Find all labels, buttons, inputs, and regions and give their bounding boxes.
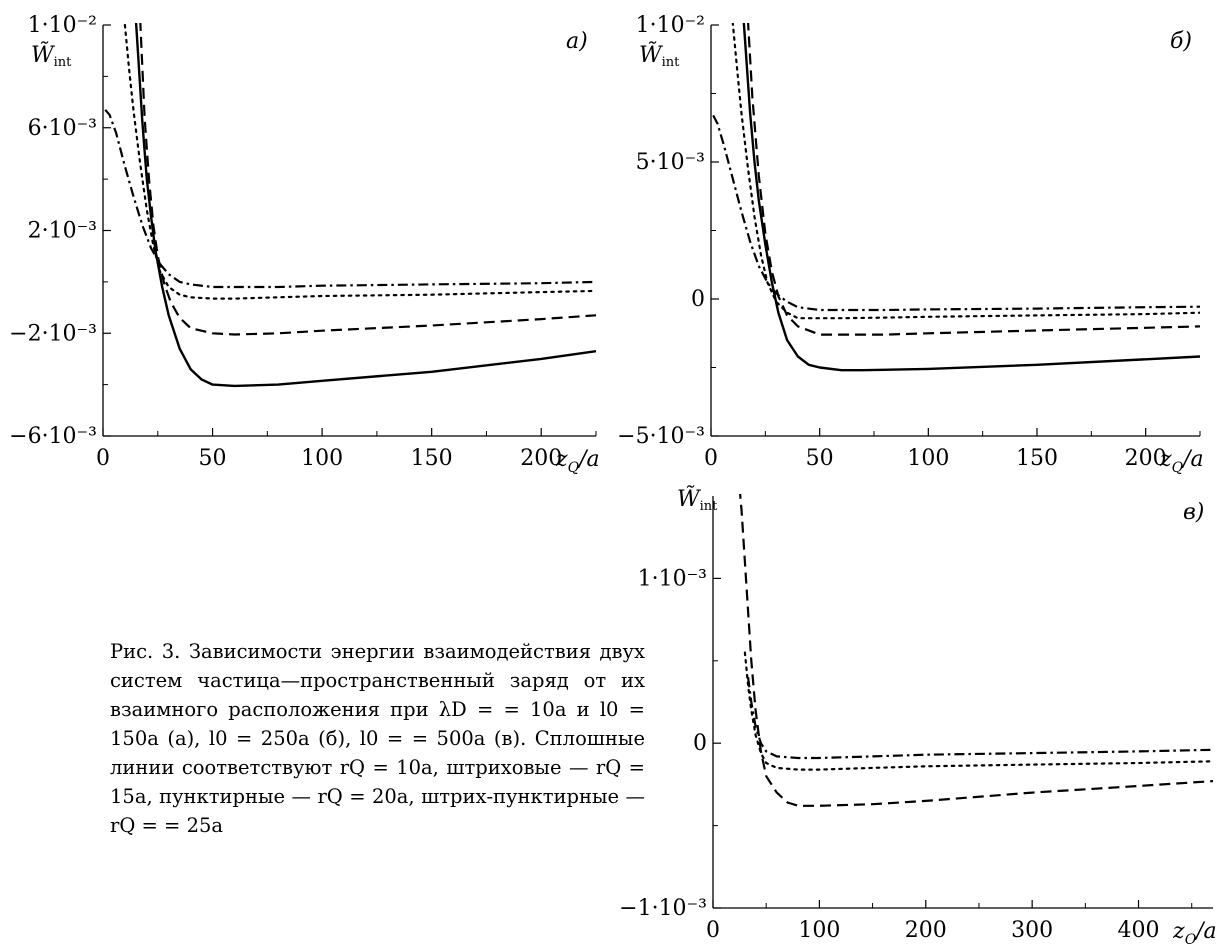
x-tick-label: 300 (1011, 918, 1053, 943)
x-tick-label: 0 (704, 446, 718, 471)
x-axis-label: zQ/a (555, 447, 600, 476)
x-axis-label: zQ/a (1172, 919, 1217, 944)
panel-label: a) (566, 29, 588, 54)
y-tick-label: 0 (693, 731, 707, 756)
y-axis-label: W̃int (31, 42, 72, 70)
series-dashed (746, 23, 1200, 336)
figure-caption: Рис. 3. Зависимости энергии взаимодейств… (110, 640, 645, 837)
panel-label: в) (1183, 500, 1204, 525)
x-tick-label: 50 (806, 446, 834, 471)
series-dashdot (712, 114, 1200, 312)
y-tick-label: 6·10⁻³ (28, 116, 97, 141)
y-tick-label: 0 (691, 287, 705, 312)
x-tick-label: 200 (520, 446, 562, 471)
y-tick-label: 1·10⁻³ (638, 566, 707, 591)
series-dashdot (104, 109, 596, 289)
panel-label: б) (1170, 29, 1192, 54)
series-dashed (739, 494, 1213, 807)
y-tick-label: 1·10⁻² (636, 13, 705, 38)
x-tick-label: 200 (1125, 446, 1167, 471)
x-tick-label: 50 (199, 446, 227, 471)
x-tick-label: 200 (905, 918, 947, 943)
y-tick-label: −6·10⁻³ (9, 424, 97, 449)
x-tick-label: 100 (301, 446, 343, 471)
x-tick-label: 0 (96, 446, 110, 471)
y-tick-label: −1·10⁻³ (619, 896, 707, 921)
y-tick-label: −5·10⁻³ (617, 424, 705, 449)
chart-panel-a: −6·10⁻³ −2·10⁻³ 2·10⁻³ 6·10⁻³ 1·10⁻² 0 50 100 15… (9, 13, 599, 476)
series-dotted (731, 23, 1200, 320)
series-solid (134, 23, 596, 388)
x-tick-label: 400 (1118, 918, 1160, 943)
y-tick-label: 1·10⁻² (28, 13, 97, 38)
y-axis-label: W̃int (639, 42, 680, 70)
series-dotted (123, 23, 596, 300)
series-dashdot (747, 677, 1213, 760)
series-dotted (743, 651, 1213, 771)
chart-panel-b: −5·10⁻³05·10⁻³1·10⁻²0 50 100 150 200zQ/aW̃in… (617, 13, 1203, 476)
x-tick-label: 100 (798, 918, 840, 943)
x-tick-label: 100 (907, 446, 949, 471)
x-tick-label: 150 (1016, 446, 1058, 471)
y-tick-label: −2·10⁻³ (9, 321, 97, 346)
x-tick-label: 150 (411, 446, 453, 471)
y-tick-label: 5·10⁻³ (636, 150, 705, 175)
chart-panel-c: −1·10⁻³01·10⁻³0 100 200 300 400 zQ/aW̃int в) (619, 486, 1216, 944)
x-tick-label: 0 (706, 918, 720, 943)
series-solid (742, 23, 1200, 372)
y-axis-label: W̃int (677, 486, 718, 514)
y-tick-label: 2·10⁻³ (28, 219, 97, 244)
x-axis-label: zQ/a (1159, 447, 1204, 476)
series-dashed (139, 23, 596, 336)
